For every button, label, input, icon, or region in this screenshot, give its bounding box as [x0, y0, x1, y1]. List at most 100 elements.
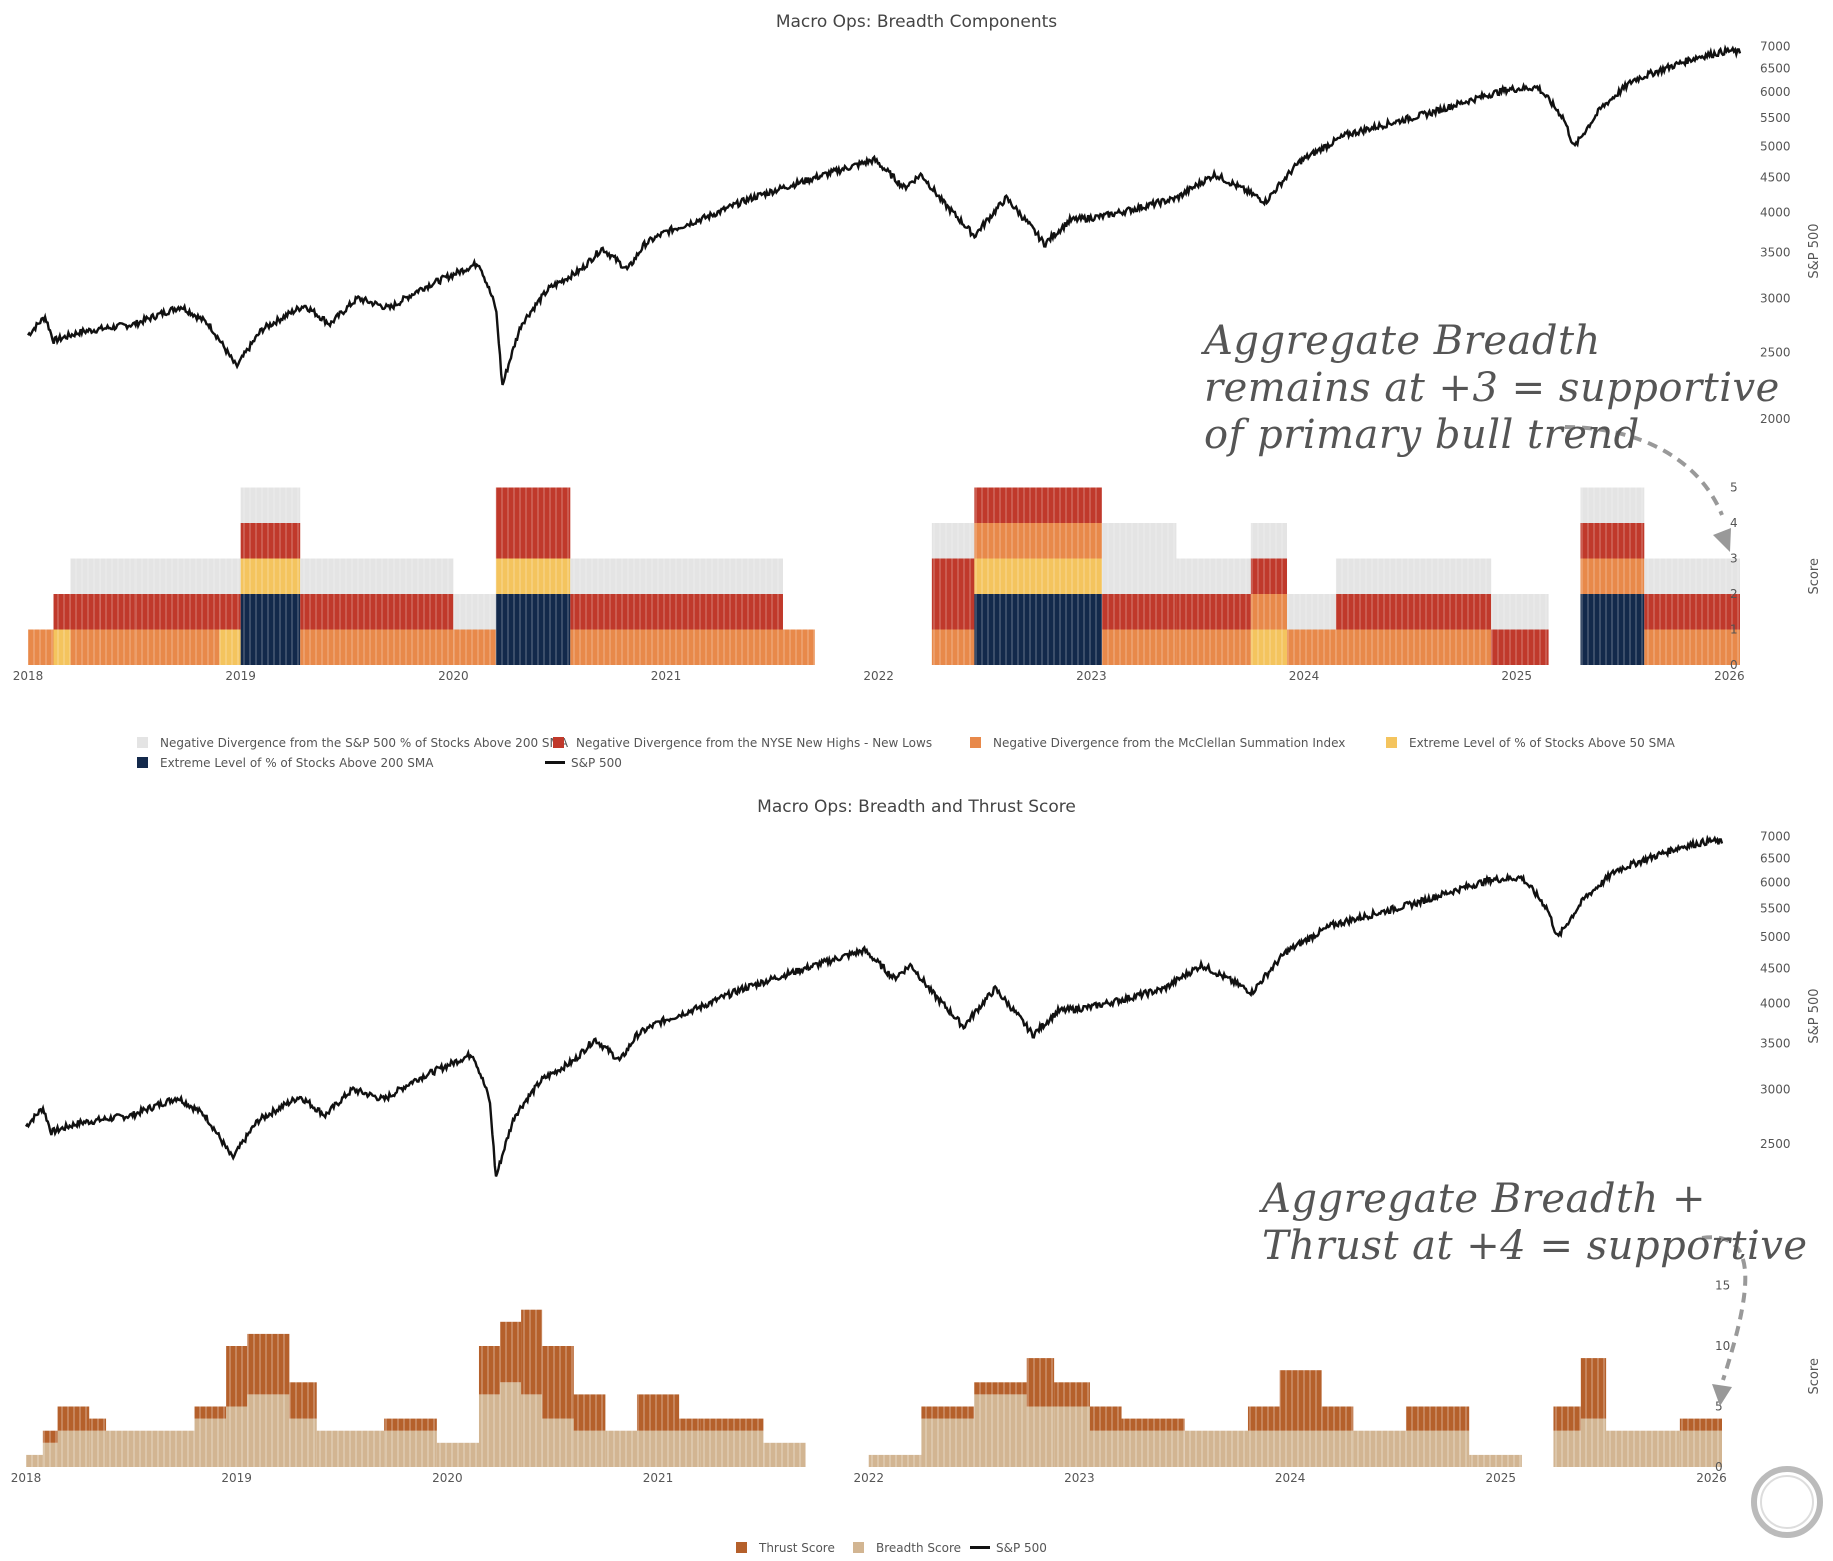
- score-tick-label: 4: [1730, 516, 1738, 530]
- sp500-tick-label: 6000: [1760, 875, 1791, 889]
- x-tick-label: 2020: [432, 1471, 463, 1485]
- annotation-arrowhead-2: [1712, 1384, 1732, 1406]
- sp500-tick-label: 3500: [1760, 1036, 1791, 1050]
- breadth-bar-30: [1247, 1430, 1280, 1467]
- bar-seg-12-0: [931, 629, 975, 665]
- bar-seg-10-0: [570, 629, 783, 665]
- bar-seg-4-2: [134, 558, 220, 594]
- breadth-bar-34: [1405, 1430, 1470, 1467]
- bar-seg-14-3: [1101, 523, 1177, 559]
- bar-seg-4-0: [134, 629, 220, 665]
- breadth-bar-23: [921, 1418, 975, 1467]
- bar-seg-16-0: [1250, 629, 1288, 665]
- breadth-bar-8: [289, 1418, 317, 1467]
- bar-seg-9-3: [495, 523, 571, 559]
- bar-seg-6-0: [240, 629, 301, 665]
- bar-seg-17-1: [1287, 594, 1336, 630]
- bar-seg-2-2: [70, 558, 101, 594]
- bar-seg-13-1: [974, 594, 1102, 630]
- x-tick-label: 2025: [1486, 1471, 1517, 1485]
- bar-seg-2-1: [70, 594, 101, 630]
- breadth-bar-10: [384, 1430, 437, 1467]
- sp500-axis-label: S&P 500: [1807, 988, 1822, 1043]
- thrust-bar-24: [974, 1382, 1027, 1395]
- legend-label: Extreme Level of % of Stocks Above 50 SM…: [1409, 736, 1675, 750]
- bar-seg-14-2: [1101, 558, 1177, 594]
- legend-item-thrust[interactable]: Thrust Score: [736, 1541, 835, 1555]
- bar-seg-18-1: [1335, 594, 1492, 630]
- thrust-bar-37: [1580, 1358, 1607, 1419]
- annotation-1-line-2: remains at +3 = supportive: [1204, 365, 1780, 411]
- sp500-tick-label: 3500: [1760, 245, 1791, 259]
- bar-seg-20-4: [1580, 487, 1645, 523]
- sp500-axis-label: S&P 500: [1807, 223, 1822, 278]
- breadth-bar-5: [194, 1418, 227, 1467]
- thrust-bar-23: [921, 1406, 975, 1419]
- legend-label: Negative Divergence from the S&P 500 % o…: [160, 736, 569, 750]
- legend-swatch-line: [970, 1546, 990, 1549]
- breadth-bar-27: [1089, 1430, 1122, 1467]
- sp500-tick-label: 3000: [1760, 1082, 1791, 1096]
- sp500-tick-label: 7000: [1760, 39, 1791, 53]
- sp500-tick-label: 3000: [1760, 291, 1791, 305]
- bar-seg-10-2: [570, 558, 783, 594]
- breadth-bar-15: [542, 1418, 574, 1467]
- bar-seg-6-2: [240, 558, 301, 594]
- x-tick-label: 2021: [651, 669, 682, 683]
- thrust-bar-1: [42, 1430, 58, 1443]
- legend-swatch: [853, 1542, 864, 1553]
- legend-item-e200[interactable]: Extreme Level of % of Stocks Above 200 S…: [137, 756, 433, 770]
- legend-label: S&P 500: [996, 1541, 1047, 1555]
- thrust-bar-7: [247, 1333, 290, 1395]
- legend-swatch: [736, 1542, 747, 1553]
- breadth-bar-14: [521, 1394, 543, 1467]
- x-tick-label: 2019: [221, 1471, 252, 1485]
- breadth-bar-2: [57, 1430, 90, 1467]
- x-tick-label: 2022: [853, 1471, 884, 1485]
- bar-seg-7-0: [300, 629, 454, 665]
- legend-label: S&P 500: [571, 756, 622, 770]
- thrust-axes: 2018 2019 2020 2021 2022 2023 2024 2025 2026 2500…: [11, 829, 1822, 1485]
- legend-item-mcc[interactable]: Negative Divergence from the McClellan S…: [970, 736, 1345, 750]
- thrust-bar-5: [194, 1406, 227, 1419]
- bar-seg-13-3: [974, 523, 1102, 559]
- score-tick-label: 1: [1730, 623, 1738, 637]
- bar-seg-9-2: [495, 558, 571, 594]
- breadth-bar-39: [1679, 1430, 1722, 1467]
- bar-seg-9-0: [495, 629, 571, 665]
- thrust-bar-12: [478, 1346, 501, 1395]
- bar-seg-7-2: [300, 558, 454, 594]
- legend-item-sp500-2[interactable]: S&P 500: [970, 1541, 1047, 1555]
- bar-seg-19-0: [1491, 629, 1549, 665]
- bar-seg-20-0: [1580, 629, 1645, 665]
- annotation-arrowhead-1: [1713, 528, 1731, 552]
- annotation-1-line-1: Aggregate Breadth: [1204, 318, 1601, 364]
- legend-item-nhnl[interactable]: Negative Divergence from the NYSE New Hi…: [553, 736, 932, 750]
- bar-seg-21-0: [1644, 629, 1740, 665]
- bar-seg-5-1: [219, 594, 241, 630]
- breadth-bar-1: [42, 1442, 58, 1467]
- x-tick-label: 2026: [1714, 669, 1745, 683]
- sp500-tick-label: 2500: [1760, 1137, 1791, 1151]
- bar-seg-1-0: [53, 629, 71, 665]
- score-tick-label: 15: [1715, 1279, 1730, 1293]
- thrust-bar-31: [1279, 1370, 1322, 1431]
- legend-item-s200[interactable]: Negative Divergence from the S&P 500 % o…: [137, 736, 568, 750]
- sp500-tick-label: 5000: [1760, 930, 1791, 944]
- bar-seg-7-1: [300, 594, 454, 630]
- thrust-bar-34: [1405, 1406, 1470, 1431]
- legend-item-breadth[interactable]: Breadth Score: [853, 1541, 961, 1555]
- bar-seg-3-2: [100, 558, 135, 594]
- bar-seg-0-0: [28, 629, 54, 665]
- sp500-tick-label: 7000: [1760, 829, 1791, 843]
- breadth-bar-19: [679, 1430, 701, 1467]
- breadth-bar-26: [1054, 1406, 1090, 1467]
- legend-item-sp500[interactable]: S&P 500: [545, 756, 622, 770]
- sp500-tick-label: 6000: [1760, 85, 1791, 99]
- bar-seg-3-0: [100, 629, 135, 665]
- breadth-bar-35: [1469, 1454, 1522, 1467]
- thrust-bar-18: [636, 1394, 680, 1431]
- legend-swatch: [1386, 737, 1397, 748]
- legend-item-a50[interactable]: Extreme Level of % of Stocks Above 50 SM…: [1386, 736, 1675, 750]
- breadth-bar-28: [1121, 1430, 1185, 1467]
